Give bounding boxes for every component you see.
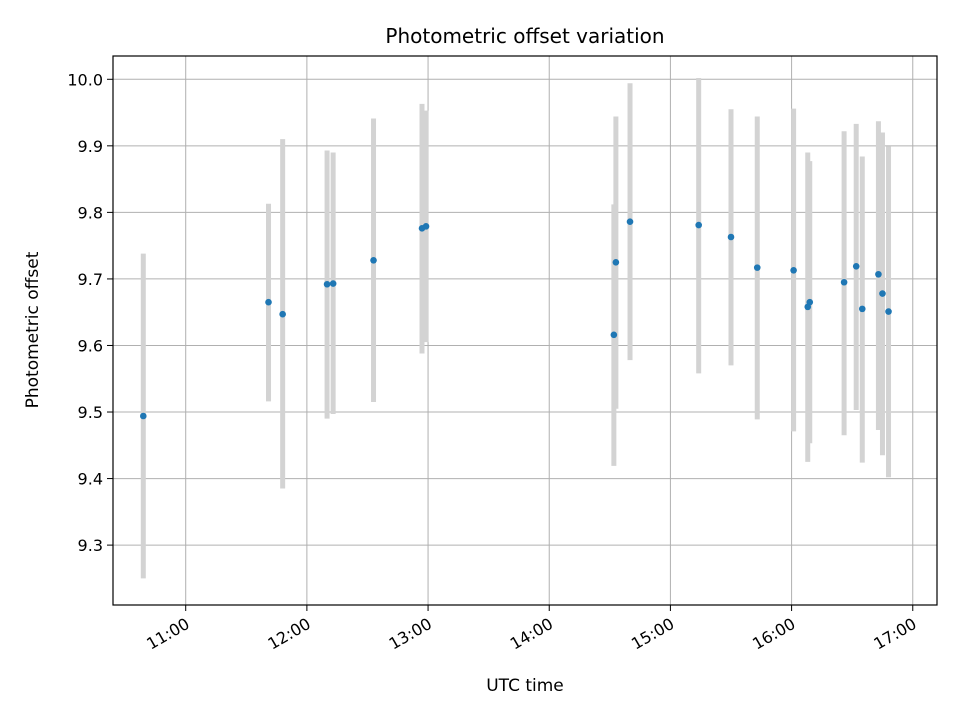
data-point [879, 290, 886, 297]
data-point [612, 258, 620, 266]
data-point [806, 298, 814, 306]
data-point [370, 256, 377, 264]
y-axis-ticks: 9.3 9.4 9.5 9.6 9.7 9.8 9.9 10.0 [67, 70, 113, 555]
data-point [753, 264, 761, 271]
data-point [610, 331, 618, 339]
data-point [727, 233, 735, 241]
y-tick-label: 9.4 [78, 470, 103, 489]
data-point [858, 305, 866, 313]
y-tick-label: 9.3 [78, 536, 103, 555]
data-point [695, 221, 702, 229]
data-point [279, 310, 286, 318]
y-axis-label: Photometric offset [23, 251, 43, 408]
y-tick-label: 9.7 [78, 270, 103, 289]
y-tick-label: 9.8 [78, 203, 103, 222]
data-points [139, 218, 892, 420]
y-tick-label: 9.9 [78, 137, 103, 156]
x-axis-label: UTC time [486, 676, 564, 696]
y-tick-label: 9.5 [78, 403, 103, 422]
y-tick-label: 10.0 [67, 70, 103, 89]
data-point [790, 266, 797, 274]
data-point [875, 270, 882, 278]
plot-frame [112, 55, 938, 606]
data-point [323, 280, 331, 288]
data-point [885, 308, 892, 315]
y-tick-label: 9.6 [78, 336, 103, 355]
data-point [852, 262, 860, 270]
data-point [626, 218, 634, 225]
data-point [329, 280, 337, 287]
data-point [265, 298, 272, 306]
data-point [422, 223, 430, 230]
chart-title: Photometric offset variation [385, 24, 664, 48]
data-point [139, 412, 147, 420]
data-point [840, 278, 848, 286]
